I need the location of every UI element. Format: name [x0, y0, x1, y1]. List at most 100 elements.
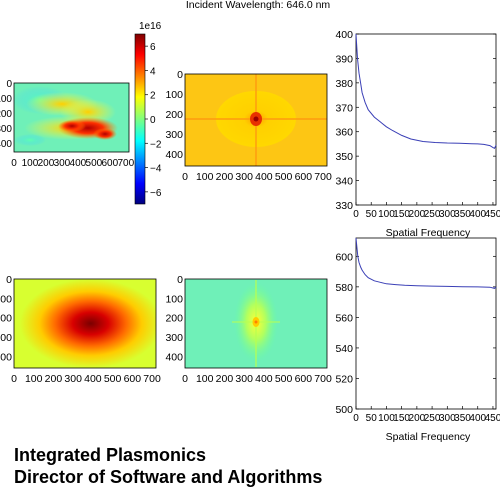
y-tick-label: 600	[335, 251, 353, 263]
y-tick-label: 400	[165, 149, 183, 161]
y-tick-label: 400	[0, 351, 12, 363]
y-tick-label: 540	[335, 343, 353, 355]
y-tick-label: 400	[165, 351, 183, 363]
y-tick-label: 380	[335, 78, 353, 90]
x-tick-label: 0	[182, 373, 188, 385]
x-tick-label: 200	[409, 209, 426, 220]
x-tick-label: 100	[378, 413, 395, 424]
heatmap-image	[184, 73, 328, 167]
y-tick-labels: 600 580 560 540 520 500	[335, 251, 353, 416]
x-tick-label: 200	[409, 413, 426, 424]
y-tick-label: 0	[177, 274, 183, 286]
y-tick-label: 300	[0, 124, 12, 135]
x-tick-label: 400	[255, 171, 273, 183]
y-tick-label: 200	[165, 313, 183, 325]
x-tick-label: 600	[295, 171, 313, 183]
x-tick-label: 100	[22, 158, 39, 169]
x-tick-label: 200	[216, 373, 234, 385]
x-tick-label: 600	[124, 373, 142, 385]
x-tick-label: 100	[196, 373, 214, 385]
x-tick-label: 0	[182, 171, 188, 183]
colorbar-tick-label: −4	[150, 164, 162, 175]
x-tick-label: 450	[485, 413, 500, 424]
y-tick-label: 300	[165, 129, 183, 141]
y-tick-label: 350	[335, 151, 353, 163]
y-tick-label: 520	[335, 373, 353, 385]
x-tick-label: 100	[378, 209, 395, 220]
panel-line-bottom: 600 580 560 540 520 500 0 50 100150200250300350…	[335, 237, 500, 443]
y-tick-labels: 0 100 200 300 400	[165, 274, 183, 363]
y-tick-label: 0	[177, 69, 183, 81]
x-tick-labels: 0 100 200 300 400 500 600 700	[182, 171, 332, 183]
x-tick-label: 250	[424, 413, 441, 424]
colorbar-tick-label: 6	[150, 42, 156, 53]
colorbar-tick-label: −6	[150, 188, 162, 199]
x-tick-label: 100	[25, 373, 43, 385]
x-tick-label: 400	[84, 373, 102, 385]
x-tick-label: 600	[295, 373, 313, 385]
y-tick-label: 0	[6, 274, 12, 286]
colorbar: 1e16 6 4 2 0 −2 −4 −6	[134, 21, 162, 205]
axis-ticks	[355, 33, 496, 206]
x-tick-label: 250	[424, 209, 441, 220]
x-tick-label: 300	[235, 171, 253, 183]
x-tick-label: 300	[64, 373, 82, 385]
y-tick-label: 400	[335, 29, 353, 41]
heatmap-image	[13, 278, 157, 369]
x-tick-label: 0	[11, 373, 17, 385]
figure-title: Incident Wavelength: 646.0 nm	[186, 0, 331, 11]
colorbar-tick-label: 0	[150, 115, 156, 126]
x-tick-label: 0	[11, 158, 17, 169]
x-tick-label: 50	[366, 413, 378, 424]
heatmap-image	[184, 278, 328, 369]
colorbar-tick-label: 4	[150, 66, 156, 77]
x-tick-label: 300	[439, 209, 456, 220]
colorbar-tick-labels: 6 4 2 0 −2 −4 −6	[145, 42, 162, 199]
x-tick-label: 200	[38, 158, 55, 169]
x-tick-label: 700	[314, 171, 332, 183]
x-tick-label: 50	[366, 209, 378, 220]
y-tick-label: 100	[165, 293, 183, 305]
y-tick-label: 0	[6, 79, 12, 90]
colorbar-tick-label: 2	[150, 91, 156, 102]
x-tick-label: 500	[86, 158, 103, 169]
y-tick-label: 500	[335, 404, 353, 416]
x-tick-label: 400	[255, 373, 273, 385]
x-tick-label: 400	[70, 158, 87, 169]
x-tick-label: 400	[469, 413, 486, 424]
y-tick-label: 300	[0, 332, 12, 344]
x-tick-label: 200	[216, 171, 234, 183]
y-tick-labels: 0 100 200 300 400	[0, 79, 12, 150]
x-tick-label: 700	[143, 373, 161, 385]
y-tick-label: 400	[0, 139, 12, 150]
y-tick-label: 580	[335, 282, 353, 294]
y-tick-label: 100	[0, 94, 12, 105]
x-tick-label: 500	[275, 171, 293, 183]
x-tick-label: 600	[101, 158, 118, 169]
y-tick-label: 340	[335, 176, 353, 188]
x-tick-label: 0	[353, 413, 359, 424]
x-tick-label: 450	[485, 209, 500, 220]
caption-company: Integrated Plasmonics	[14, 445, 207, 465]
y-tick-label: 300	[165, 332, 183, 344]
y-tick-label: 330	[335, 200, 353, 212]
y-tick-label: 200	[0, 313, 12, 325]
y-tick-label: 370	[335, 102, 353, 114]
y-tick-label: 100	[165, 89, 183, 101]
y-tick-labels: 0 100 200 300 400	[0, 274, 12, 363]
x-tick-label: 500	[104, 373, 122, 385]
x-tick-labels: 0 100 200 300 400 500 600 700	[11, 158, 134, 169]
y-tick-labels: 400 390 380 370 360 350 340 330	[335, 29, 353, 212]
x-tick-label: 100	[196, 171, 214, 183]
panel-line-top: 400 390 380 370 360 350 340 330 0 50 100150200250…	[335, 29, 500, 239]
colorbar-exponent: 1e16	[139, 21, 162, 32]
y-tick-label: 360	[335, 127, 353, 139]
x-tick-label: 700	[117, 158, 134, 169]
x-tick-label: 300	[54, 158, 71, 169]
y-tick-label: 390	[335, 53, 353, 65]
